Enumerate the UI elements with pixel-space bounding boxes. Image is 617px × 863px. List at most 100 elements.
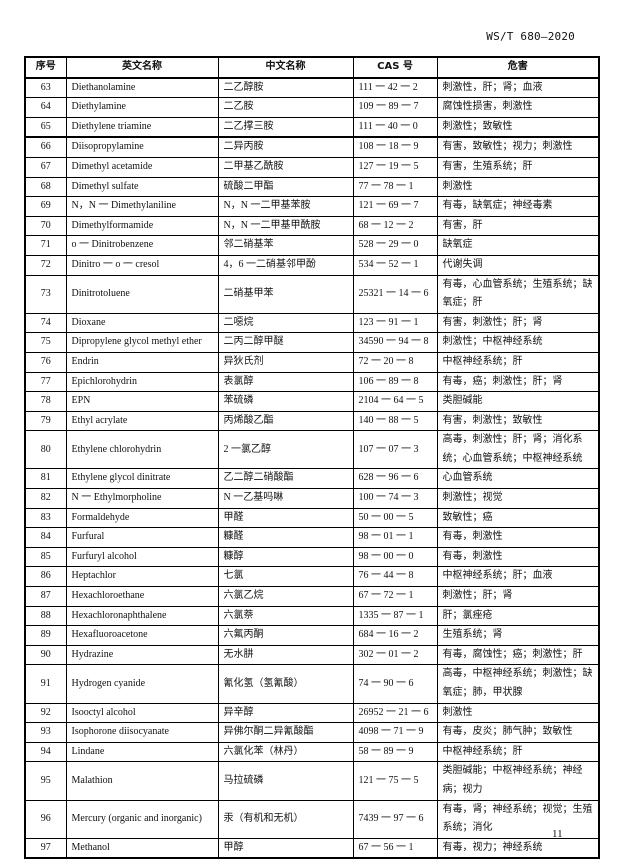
column-header-cas: CAS 号 bbox=[352, 56, 438, 79]
column-header-english-name: 英文名称 bbox=[65, 56, 219, 79]
cell-chinese-name: 二乙胺 bbox=[217, 97, 354, 118]
cell-cas-number: 58 一 89 一 9 bbox=[352, 741, 438, 763]
cell-chinese-name: 二丙二醇甲醚 bbox=[217, 332, 354, 353]
cell-cas-number: 534 一 52 一 1 bbox=[352, 254, 438, 276]
cell-row-number: 71 bbox=[24, 235, 67, 256]
cell-cas-number: 123 一 91 一 1 bbox=[352, 312, 438, 334]
cell-row-number: 86 bbox=[24, 566, 67, 588]
cell-chinese-name: 2 一氯乙醇 bbox=[217, 430, 354, 470]
table-row: 92 Isooctyl alcohol 异辛醇 26952 一 21 一 6 刺激性 bbox=[24, 702, 600, 724]
cell-hazard: 有害，生殖系统；肝 bbox=[436, 156, 600, 178]
cell-english-name: Isophorone diisocyanate bbox=[65, 722, 219, 743]
cell-english-name: Formaldehyde bbox=[65, 507, 219, 529]
cell-hazard: 缺氧症 bbox=[436, 235, 600, 256]
table-row: 65 Diethylene triamine 二乙撑三胺 111 一 40 一 0 刺激… bbox=[24, 116, 600, 138]
cell-hazard: 高毒，刺激性；肝；肾；消化系统；心血管系统；中枢神经系统 bbox=[436, 430, 600, 470]
table-row: 77 Epichlorohydrin 表氯醇 106 一 89 一 8 有毒，癌；刺激性… bbox=[24, 371, 600, 393]
cell-chinese-name: 表氯醇 bbox=[217, 371, 354, 393]
cell-chinese-name: 4，6 一二硝基邻甲酚 bbox=[217, 254, 354, 276]
cell-english-name: Epichlorohydrin bbox=[65, 371, 219, 393]
cell-cas-number: 628 一 96 一 6 bbox=[352, 468, 438, 490]
cell-hazard: 有害，肝 bbox=[436, 215, 600, 237]
cell-cas-number: 68 一 12 一 2 bbox=[352, 215, 438, 237]
cell-cas-number: 528 一 29 一 0 bbox=[352, 235, 438, 256]
table-row: 94 Lindane 六氯化苯（林丹） 58 一 89 一 9 中枢神经系统；肝 bbox=[24, 741, 600, 763]
cell-chinese-name: 二噁烷 bbox=[217, 312, 354, 334]
cell-english-name: Diisopropylamine bbox=[65, 136, 219, 158]
cell-hazard: 有毒，皮炎；肺气肿；致敏性 bbox=[436, 722, 600, 743]
cell-hazard: 刺激性；致敏性 bbox=[436, 116, 600, 138]
cell-row-number: 63 bbox=[24, 77, 67, 99]
cell-cas-number: 50 一 00 一 5 bbox=[352, 507, 438, 529]
cell-english-name: Furfural bbox=[65, 527, 219, 548]
table-row: 95 Malathion 马拉硫磷 121 一 75 一 5 类胆碱能；中枢神经系统；神… bbox=[24, 761, 600, 801]
cell-english-name: Diethanolamine bbox=[65, 77, 219, 99]
cell-english-name: Dimethyl acetamide bbox=[65, 156, 219, 178]
column-header-hazard: 危害 bbox=[436, 56, 600, 79]
cell-hazard: 类胆碱能 bbox=[436, 391, 600, 412]
table-row: 86 Heptachlor 七氯 76 一 44 一 8 中枢神经系统；肝；血液 bbox=[24, 566, 600, 588]
cell-chinese-name: 二乙醇胺 bbox=[217, 77, 354, 99]
cell-hazard: 有害，刺激性；致敏性 bbox=[436, 410, 600, 432]
cell-cas-number: 4098 一 71 一 9 bbox=[352, 722, 438, 743]
cell-chinese-name: 六氯乙烷 bbox=[217, 586, 354, 607]
cell-english-name: Dimethylformamide bbox=[65, 215, 219, 237]
cell-cas-number: 302 一 01 一 2 bbox=[352, 644, 438, 666]
table-row: 87 Hexachloroethane 六氯乙烷 67 一 72 一 1 刺激性；肝；肾 bbox=[24, 586, 600, 607]
cell-hazard: 有毒，刺激性 bbox=[436, 527, 600, 548]
cell-chinese-name: 马拉硫磷 bbox=[217, 761, 354, 801]
cell-english-name: Ethylene chlorohydrin bbox=[65, 430, 219, 470]
cell-chinese-name: 苯硫磷 bbox=[217, 391, 354, 412]
cell-chinese-name: 甲醇 bbox=[217, 837, 354, 859]
cell-chinese-name: 糠醇 bbox=[217, 546, 354, 568]
cell-cas-number: 2104 一 64 一 5 bbox=[352, 391, 438, 412]
table-row: 73 Dinitrotoluene 二硝基甲苯 25321 一 14 一 6 有毒，心血… bbox=[24, 274, 600, 314]
cell-row-number: 94 bbox=[24, 741, 67, 763]
cell-row-number: 65 bbox=[24, 116, 67, 138]
cell-chinese-name: 硫酸二甲酯 bbox=[217, 176, 354, 198]
hazard-table: 序号 英文名称 中文名称 CAS 号 危害 63 Diethanolamine 二乙… bbox=[24, 56, 600, 860]
table-row: 82 N 一 Ethylmorpholine N 一乙基吗啉 100 一 74 一 3… bbox=[24, 488, 600, 509]
cell-cas-number: 111 一 42 一 2 bbox=[352, 77, 438, 99]
cell-hazard: 刺激性；肝；肾 bbox=[436, 586, 600, 607]
cell-hazard: 代谢失调 bbox=[436, 254, 600, 276]
cell-hazard: 致敏性；癌 bbox=[436, 507, 600, 529]
table-row: 80 Ethylene chlorohydrin 2 一氯乙醇 107 一 07 一 … bbox=[24, 430, 600, 470]
page-number: 11 bbox=[552, 828, 563, 840]
cell-chinese-name: 异狄氏剂 bbox=[217, 351, 354, 373]
cell-cas-number: 106 一 89 一 8 bbox=[352, 371, 438, 393]
cell-english-name: Heptachlor bbox=[65, 566, 219, 588]
cell-cas-number: 76 一 44 一 8 bbox=[352, 566, 438, 588]
cell-chinese-name: N，N 一二甲基甲酰胺 bbox=[217, 215, 354, 237]
cell-cas-number: 72 一 20 一 8 bbox=[352, 351, 438, 373]
cell-row-number: 88 bbox=[24, 605, 67, 627]
cell-english-name: EPN bbox=[65, 391, 219, 412]
cell-hazard: 中枢神经系统；肝 bbox=[436, 351, 600, 373]
cell-hazard: 有毒，视力；神经系统 bbox=[436, 837, 600, 859]
cell-row-number: 77 bbox=[24, 371, 67, 393]
table-row: 83 Formaldehyde 甲醛 50 一 00 一 5 致敏性；癌 bbox=[24, 507, 600, 529]
column-header-number: 序号 bbox=[24, 56, 67, 79]
cell-cas-number: 121 一 69 一 7 bbox=[352, 196, 438, 217]
table-row: 75 Dipropylene glycol methyl ether 二丙二醇甲醚 3… bbox=[24, 332, 600, 353]
cell-english-name: Ethyl acrylate bbox=[65, 410, 219, 432]
cell-chinese-name: 糠醛 bbox=[217, 527, 354, 548]
table-row: 74 Dioxane 二噁烷 123 一 91 一 1 有害，刺激性；肝；肾 bbox=[24, 312, 600, 334]
cell-english-name: Hexachloroethane bbox=[65, 586, 219, 607]
cell-english-name: Hydrazine bbox=[65, 644, 219, 666]
cell-chinese-name: 六氯化苯（林丹） bbox=[217, 741, 354, 763]
cell-cas-number: 67 一 56 一 1 bbox=[352, 837, 438, 859]
table-row: 67 Dimethyl acetamide 二甲基乙酰胺 127 一 19 一 5 有害… bbox=[24, 156, 600, 178]
cell-english-name: N，N 一 Dimethylaniline bbox=[65, 196, 219, 217]
cell-chinese-name: 异辛醇 bbox=[217, 702, 354, 724]
cell-hazard: 有毒，刺激性 bbox=[436, 546, 600, 568]
table-row: 84 Furfural 糠醛 98 一 01 一 1 有毒，刺激性 bbox=[24, 527, 600, 548]
cell-hazard: 刺激性，肝；肾；血液 bbox=[436, 77, 600, 99]
table-row: 93 Isophorone diisocyanate 异佛尔酮二异氰酸酯 4098 一… bbox=[24, 722, 600, 743]
cell-hazard: 肝；氯痤疮 bbox=[436, 605, 600, 627]
cell-cas-number: 684 一 16 一 2 bbox=[352, 625, 438, 646]
table-row: 70 Dimethylformamide N，N 一二甲基甲酰胺 68 一 12 一 … bbox=[24, 215, 600, 237]
cell-hazard: 刺激性；中枢神经系统 bbox=[436, 332, 600, 353]
cell-row-number: 70 bbox=[24, 215, 67, 237]
